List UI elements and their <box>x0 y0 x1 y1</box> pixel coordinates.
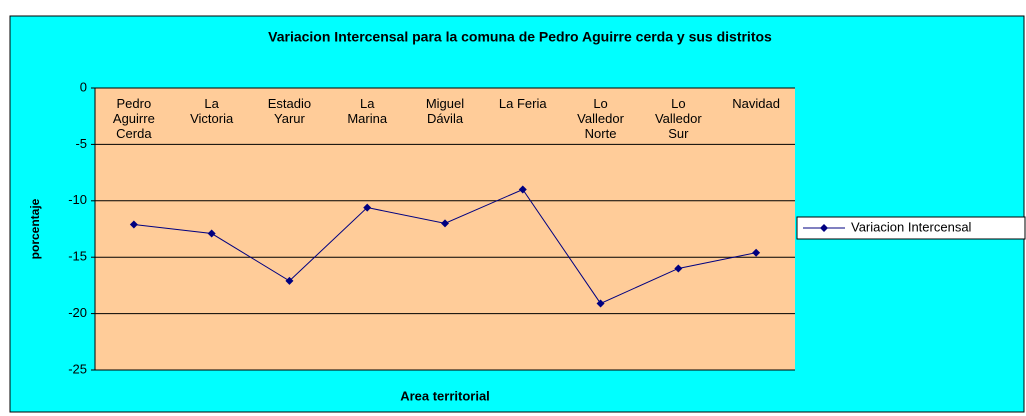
y-tick-label: -5 <box>75 136 87 151</box>
y-tick-label: -20 <box>68 305 87 320</box>
marker <box>441 219 449 228</box>
x-tick-label: Miguel Dávila <box>425 96 465 126</box>
plot-area <box>95 88 795 370</box>
x-tick-label: Navidad <box>732 96 780 111</box>
y-tick-label: 0 <box>80 79 87 94</box>
x-tick-label: Estadio Yarur <box>267 96 312 126</box>
x-axis-title: Area territorial <box>400 388 490 403</box>
x-tick-label: La Feria <box>498 96 547 111</box>
marker <box>674 264 683 273</box>
marker <box>285 276 294 285</box>
marker <box>363 203 372 212</box>
legend-marker <box>820 224 828 232</box>
y-tick-label: -10 <box>68 192 87 207</box>
legend-box <box>796 216 1026 240</box>
marker <box>752 248 761 257</box>
x-tick-label: Lo Valledor Norte <box>577 96 624 141</box>
y-tick-label: -15 <box>68 249 87 264</box>
legend-label: Variacion Intercensal <box>851 219 972 234</box>
x-tick-label: La Victoria <box>190 96 234 126</box>
y-tick-label: -25 <box>68 361 87 376</box>
x-tick-label: La Marina <box>347 96 388 126</box>
x-tick-label: Lo Valledor Sur <box>654 96 702 141</box>
marker <box>129 220 138 229</box>
marker <box>207 229 216 238</box>
marker <box>518 185 527 194</box>
marker <box>596 299 605 308</box>
y-axis-title: porcentaje <box>28 198 42 259</box>
x-tick-label: Pedro Aguirre Cerda <box>112 96 155 141</box>
chart-title: Variacion Intercensal para la comuna de … <box>268 29 772 45</box>
